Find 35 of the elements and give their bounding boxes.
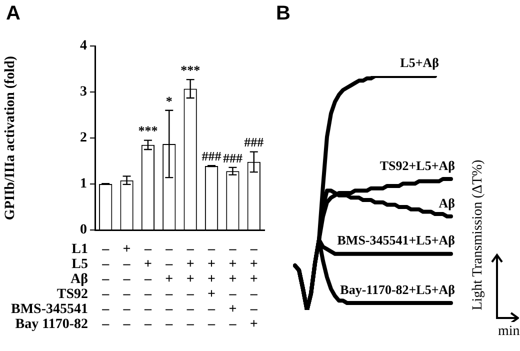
text: Bay 1170-82 [15,317,88,332]
series-label: Bay-1170-82+L5+Aβ [340,282,456,297]
y-tick-label: 4 [80,38,87,54]
y-tick-label: 3 [80,84,87,100]
x-tick-label: – + + – – – [186,242,195,332]
text: L1 [72,242,88,258]
chart-title: A [6,2,20,25]
x-axis-title: min [498,324,520,340]
data-label: ### [202,148,222,164]
y-axis-title: GPIIb/IIIa activation (fold) [3,56,18,220]
x-tick-label: – + – – – – [143,242,152,332]
x-tick-label: – – + – – – [164,242,174,332]
series-label: Aβ [438,195,456,210]
chart-title: B [276,2,290,25]
x-tick-label: – – – – – – [101,242,110,332]
y-tick-label: 0 [80,222,87,238]
data-label: *** [180,62,200,78]
data-label: ### [244,134,264,150]
x-tick-label: – + + – + – [228,242,238,332]
text: TS92 [56,287,88,302]
data-label: ### [222,150,243,166]
text: L5 [72,257,88,272]
y-axis-title: Light Transmission (ΔT%) [470,160,486,310]
x-tick-label: + – – – – – [122,242,132,332]
y-tick-label: 1 [80,176,87,192]
x-tick-label: – + + + – – [207,242,216,332]
data-label: *** [138,123,158,138]
text: BMS-345541 [11,302,88,318]
series-label: L5+Aβ [400,54,440,70]
x-tick-label: – + + – – + [249,242,258,332]
series-label: BMS-345541+L5+Aβ [337,232,456,248]
text: Aβ [70,272,88,288]
y-tick-label: 2 [80,130,87,146]
series-label: TS92+L5+Aβ [380,158,456,173]
data-label: * [166,93,172,108]
